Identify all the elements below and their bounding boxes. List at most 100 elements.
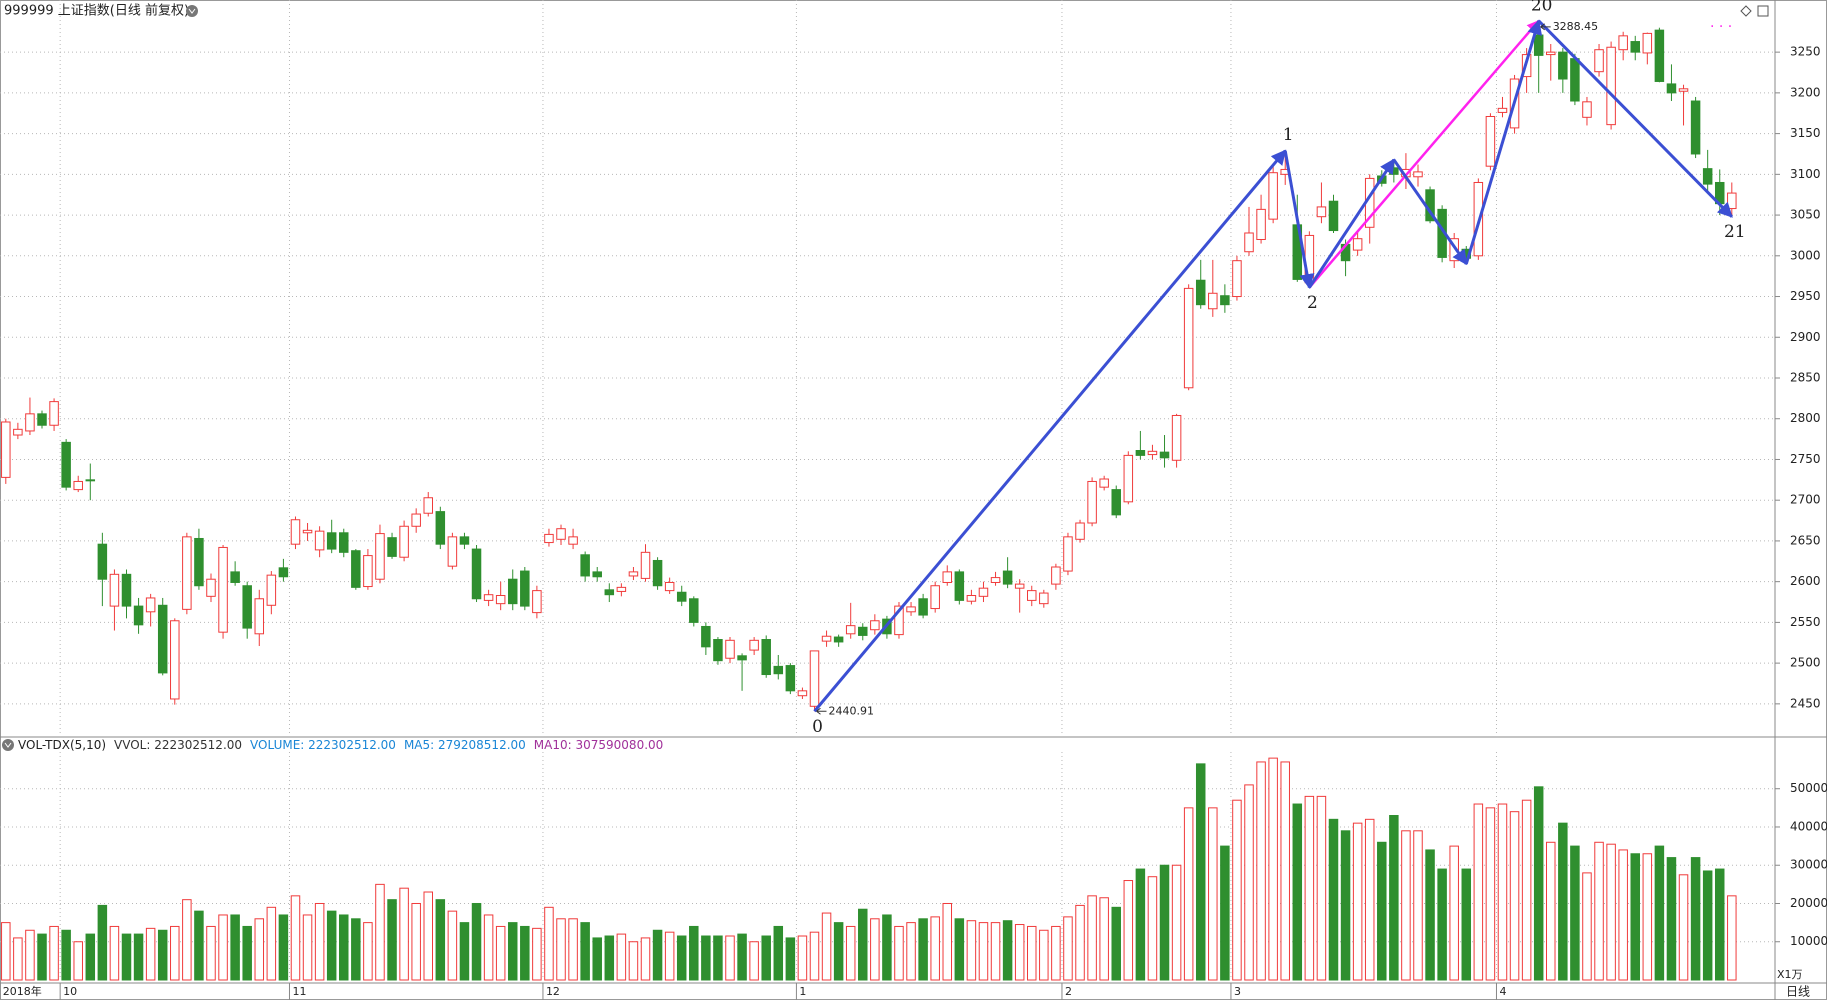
volume-bar	[1437, 868, 1447, 981]
candle-body	[1075, 522, 1085, 540]
candle-body	[990, 577, 1001, 583]
volume-bar	[121, 933, 132, 981]
volume-bar	[1594, 841, 1604, 981]
candle-body	[592, 571, 602, 578]
candle-body	[1606, 46, 1616, 126]
y-tick-label: 3050	[1790, 208, 1821, 222]
volume-bar	[1678, 874, 1689, 981]
wave-segment	[1308, 158, 1396, 289]
volume-bar	[1208, 807, 1218, 981]
volume-bar	[447, 910, 458, 981]
candle-body	[109, 573, 120, 607]
candle-body	[1039, 592, 1049, 605]
volume-bar	[664, 931, 675, 981]
wave-label: 1	[1283, 125, 1294, 145]
candle-body	[218, 546, 228, 633]
y-tick-label: 40000	[1790, 819, 1827, 833]
candle-body	[1582, 101, 1592, 118]
candle-body	[471, 548, 482, 600]
vol-menu-icon[interactable]	[2, 739, 14, 751]
candle-body	[254, 598, 265, 635]
y-tick-label: 2800	[1790, 411, 1821, 425]
volume-bar	[1570, 845, 1580, 981]
candle-body	[507, 578, 518, 605]
x-tick-label: 3	[1234, 985, 1241, 998]
candle-body	[37, 413, 47, 426]
volume-bar	[483, 914, 494, 981]
candle-body	[459, 536, 470, 545]
wave-label: 2	[1307, 293, 1318, 313]
volume-bar	[206, 925, 216, 981]
volume-bar	[616, 933, 627, 981]
volume-bar	[1582, 872, 1592, 981]
volume-bar	[1014, 924, 1025, 981]
volume-bar	[1183, 807, 1194, 981]
volume-bar	[1051, 925, 1061, 981]
y-tick-label: 10000	[1790, 934, 1827, 948]
volume-legend-item: MA5: 279208512.00	[404, 738, 526, 752]
candle-body	[266, 574, 277, 606]
volume-bar	[1292, 803, 1303, 981]
volume-bar	[254, 918, 265, 981]
volume-bar	[1449, 845, 1459, 981]
volume-bar	[520, 925, 530, 981]
volume-title: VOL-TDX(5,10)	[18, 738, 106, 752]
volume-bar	[1280, 761, 1290, 981]
candle-body	[61, 441, 71, 488]
volume-bar	[773, 925, 784, 981]
volume-bar	[701, 935, 711, 981]
y-tick-label: 2450	[1790, 696, 1821, 710]
candle-body	[121, 573, 132, 607]
candle-body	[85, 479, 96, 482]
candle-body	[1533, 34, 1544, 56]
y-tick-label: 50000	[1790, 781, 1827, 795]
volume-bar	[1268, 757, 1278, 981]
volume-bar	[580, 922, 590, 981]
candle-body	[290, 519, 301, 545]
candle-body	[1546, 51, 1556, 56]
period-label: 日线	[1786, 985, 1810, 999]
volume-bar	[1352, 822, 1363, 981]
volume-bar	[1159, 864, 1170, 981]
volume-bar	[302, 914, 313, 981]
volume-bar	[761, 935, 771, 981]
volume-bar	[1413, 830, 1423, 981]
candle-body	[652, 559, 663, 587]
candle-body	[1594, 49, 1604, 73]
wave-segment	[1537, 19, 1733, 218]
volume-bar	[544, 906, 554, 981]
volume-bar	[713, 935, 723, 981]
window-icon[interactable]	[1757, 5, 1769, 17]
volume-bar	[1328, 818, 1339, 981]
diamond-icon[interactable]	[1740, 5, 1752, 17]
volume-bar	[495, 925, 506, 981]
volume-bar	[1509, 811, 1520, 981]
volume-bar	[1558, 822, 1568, 981]
candle-body	[73, 480, 83, 491]
volume-bar	[556, 918, 566, 981]
candle-body	[1171, 414, 1182, 461]
x-tick-label: 1	[799, 985, 806, 998]
wave-value: 2440.91	[828, 704, 874, 717]
volume-bar	[314, 902, 325, 981]
volume-bar	[1340, 830, 1351, 981]
volume-bar	[1485, 807, 1496, 981]
candle-body	[858, 626, 868, 636]
candle-body	[1232, 260, 1242, 298]
volume-bar	[507, 922, 518, 981]
volume-bar	[990, 922, 1001, 981]
candle-body	[1002, 570, 1013, 585]
volume-bar	[1027, 925, 1037, 981]
candle-body	[954, 571, 965, 601]
x-tick-label: 12	[546, 985, 560, 998]
candle-body	[302, 529, 313, 534]
title-menu-icon[interactable]	[186, 5, 198, 17]
volume-header: VOL-TDX(5,10) VVOL: 222302512.00 VOLUME: 2…	[18, 738, 663, 752]
volume-bar	[918, 918, 928, 981]
candle-body	[532, 590, 542, 614]
title-menu-caret	[188, 8, 196, 14]
volume-bar	[833, 922, 844, 981]
candle-body	[1111, 489, 1121, 516]
volume-bar	[387, 899, 397, 981]
